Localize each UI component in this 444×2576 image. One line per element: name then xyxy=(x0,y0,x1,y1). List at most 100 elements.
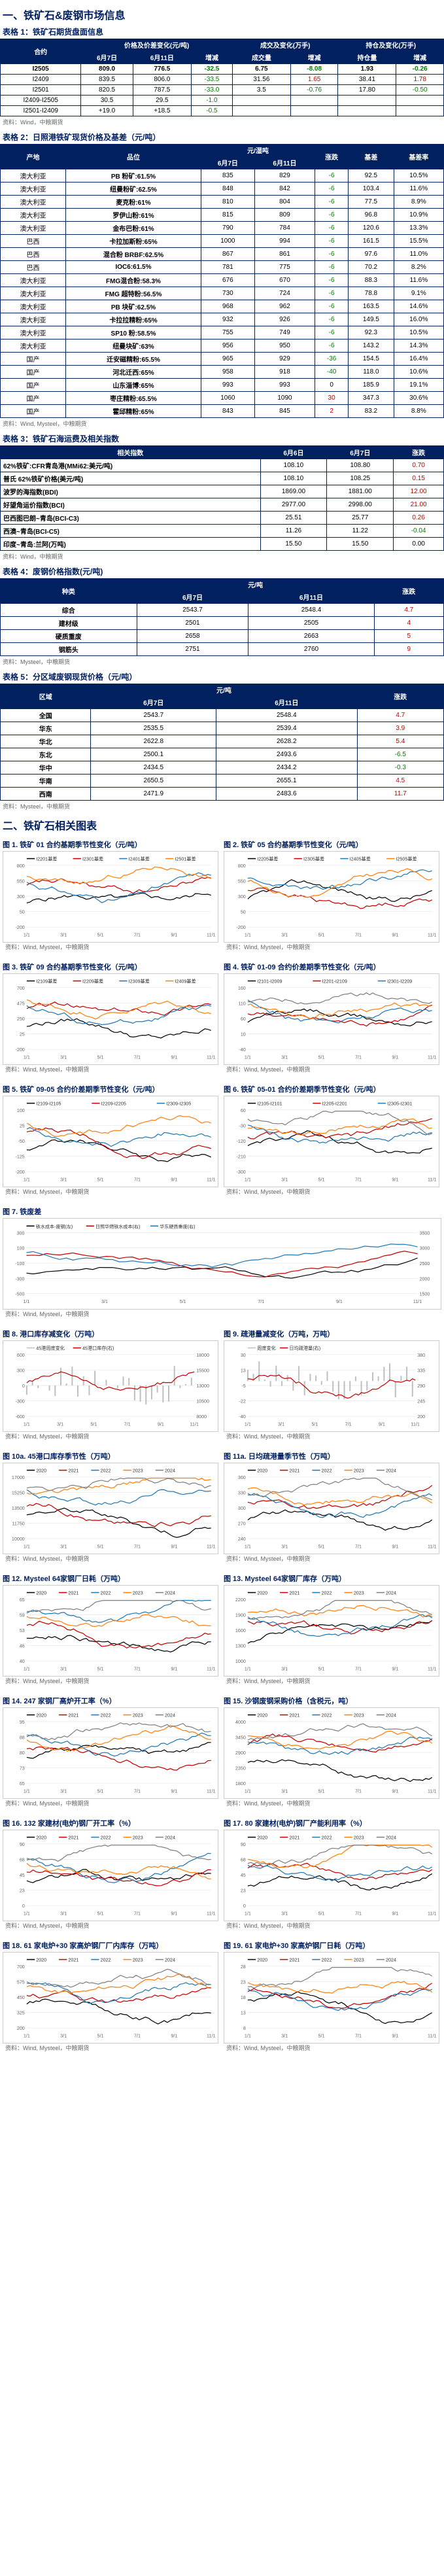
svg-text:3/1: 3/1 xyxy=(281,1666,288,1671)
svg-text:2023: 2023 xyxy=(354,1836,364,1841)
table-cell: 839.5 xyxy=(81,75,133,85)
t1-subheader: 增减 xyxy=(192,51,233,64)
chart: 17000152501350011750100001/13/15/17/19/1… xyxy=(3,1463,218,1554)
table3-source: 资料：Wind，中粮期货 xyxy=(3,552,444,561)
svg-text:50: 50 xyxy=(20,910,25,915)
table-cell: 30 xyxy=(315,392,349,405)
svg-text:4000: 4000 xyxy=(235,1720,246,1725)
chart-title: 图 13. Mysteel 64家钢厂库存（万吨） xyxy=(224,1573,439,1584)
section2-title: 二、铁矿石相关图表 xyxy=(3,817,444,833)
table-cell: 829 xyxy=(254,169,315,183)
svg-text:1/1: 1/1 xyxy=(245,1177,251,1182)
svg-text:I2109-I2105: I2109-I2105 xyxy=(36,1102,61,1107)
chart-title: 图 3. 铁矿 09 合约基期季节性变化（元/吨） xyxy=(3,962,218,972)
svg-text:7/1: 7/1 xyxy=(134,2033,141,2038)
table-cell: 0.26 xyxy=(394,512,444,525)
table-cell: 东北 xyxy=(1,748,91,761)
table4-source: 资料：Mysteel，中粮期货 xyxy=(3,657,444,666)
table-cell: 2548.4 xyxy=(248,604,374,617)
table-cell: 巴西 xyxy=(1,235,66,248)
table-cell xyxy=(338,106,396,116)
table-cell: -6 xyxy=(315,339,349,353)
table-cell: 11.0% xyxy=(394,248,443,261)
table-cell: 842 xyxy=(254,183,315,196)
table-cell: 96.8 xyxy=(349,209,394,222)
chart: 70047525025-2001/13/15/17/19/111/1I2109基… xyxy=(3,973,218,1065)
svg-text:9/1: 9/1 xyxy=(392,932,398,937)
svg-text:I2305基差: I2305基差 xyxy=(303,856,324,862)
chart-source: 资料：Wind, Mysteel，中粮期货 xyxy=(5,1187,218,1196)
table-cell: 118.0 xyxy=(349,366,394,379)
svg-text:7/1: 7/1 xyxy=(258,1299,264,1304)
table-cell: 2655.1 xyxy=(216,775,358,788)
table-cell: 4.7 xyxy=(374,604,443,617)
table-cell: 78.8 xyxy=(349,287,394,300)
svg-text:9/1: 9/1 xyxy=(392,2033,398,2038)
svg-text:1/1: 1/1 xyxy=(24,1788,30,1794)
chart: 80055030050-2001/13/15/17/19/111/1I2205基… xyxy=(224,851,439,943)
table-cell: 962 xyxy=(254,300,315,313)
svg-text:日照华燃铁水成本(右): 日照华燃铁水成本(右) xyxy=(95,1223,140,1229)
table-cell: 澳大利亚 xyxy=(1,196,66,209)
svg-text:8000: 8000 xyxy=(196,1414,207,1419)
table-cell: -0.04 xyxy=(394,525,444,538)
table-cell: 钢筋头 xyxy=(1,643,137,656)
table-cell: 澳大利亚 xyxy=(1,169,66,183)
table-cell: IOC6:61.5% xyxy=(66,261,201,274)
chart-source: 资料：Wind, Mysteel，中粮期货 xyxy=(226,1677,439,1685)
svg-text:I2401基差: I2401基差 xyxy=(129,856,150,862)
table-cell: 2548.4 xyxy=(216,709,358,722)
table-cell: 108.10 xyxy=(260,459,327,472)
svg-text:5/1: 5/1 xyxy=(318,1666,325,1671)
svg-text:1300: 1300 xyxy=(235,1644,246,1649)
table-cell: 澳大利亚 xyxy=(1,300,66,313)
chart-title: 图 19. 61 家电炉+30 家高炉钢厂日耗（万吨） xyxy=(224,1940,439,1951)
svg-text:300: 300 xyxy=(238,1506,246,1511)
svg-text:2024: 2024 xyxy=(165,1713,175,1718)
svg-text:3/1: 3/1 xyxy=(281,2033,288,2038)
svg-text:68: 68 xyxy=(20,1857,25,1862)
svg-text:800: 800 xyxy=(238,863,246,869)
table-cell: 2543.7 xyxy=(137,604,248,617)
svg-text:65: 65 xyxy=(20,1597,25,1603)
svg-text:2000: 2000 xyxy=(420,1276,430,1281)
table-cell: -0.3 xyxy=(357,761,443,775)
svg-text:5/1: 5/1 xyxy=(97,1666,104,1671)
svg-text:3/1: 3/1 xyxy=(281,1177,288,1182)
table-cell: 749 xyxy=(254,326,315,339)
table-cell: 965 xyxy=(201,353,254,366)
chart-box: 图 2. 铁矿 05 合约基期季节性变化（元/吨）80055030050-200… xyxy=(224,839,439,956)
svg-text:I2201基差: I2201基差 xyxy=(36,856,57,862)
svg-text:3/1: 3/1 xyxy=(60,1666,67,1671)
chart-source: 资料：Wind, Mysteel，中粮期货 xyxy=(226,1921,439,1930)
svg-text:9/1: 9/1 xyxy=(392,1666,398,1671)
svg-text:2022: 2022 xyxy=(322,1836,332,1841)
svg-text:11/1: 11/1 xyxy=(207,1177,215,1182)
table-cell: 普氏 62%铁矿价格(美元/吨) xyxy=(1,472,261,485)
svg-text:2021: 2021 xyxy=(289,1713,299,1718)
svg-text:45港周度变化: 45港周度变化 xyxy=(36,1346,65,1351)
table-cell: 31.56 xyxy=(232,75,290,85)
table-cell: 161.5 xyxy=(349,235,394,248)
svg-text:I2309基差: I2309基差 xyxy=(129,979,150,984)
svg-text:2021: 2021 xyxy=(68,1836,78,1841)
svg-text:11/1: 11/1 xyxy=(428,1544,436,1549)
table-cell: 迁安磁精粉:65.5% xyxy=(66,353,201,366)
svg-text:13: 13 xyxy=(241,2011,246,2016)
svg-text:2021: 2021 xyxy=(68,1591,78,1596)
svg-text:2024: 2024 xyxy=(165,1591,175,1596)
svg-text:11/1: 11/1 xyxy=(428,2033,436,2038)
table-cell xyxy=(232,106,290,116)
svg-text:2024: 2024 xyxy=(386,1591,396,1596)
table-cell: 澳大利亚 xyxy=(1,287,66,300)
svg-text:I2501基差: I2501基差 xyxy=(175,856,196,862)
chart: 30035001003000-1002500-3002000-50015001/… xyxy=(3,1218,441,1310)
table-cell: 好望角运价指数(BCI) xyxy=(1,498,261,512)
svg-text:-120: -120 xyxy=(236,1139,245,1144)
table-cell: 149.5 xyxy=(349,313,394,326)
table-cell: 1.78 xyxy=(396,75,444,85)
svg-text:3/1: 3/1 xyxy=(60,1788,67,1794)
svg-text:I2405基差: I2405基差 xyxy=(350,856,371,862)
svg-text:73: 73 xyxy=(20,1766,25,1771)
svg-text:-200: -200 xyxy=(15,1170,24,1175)
